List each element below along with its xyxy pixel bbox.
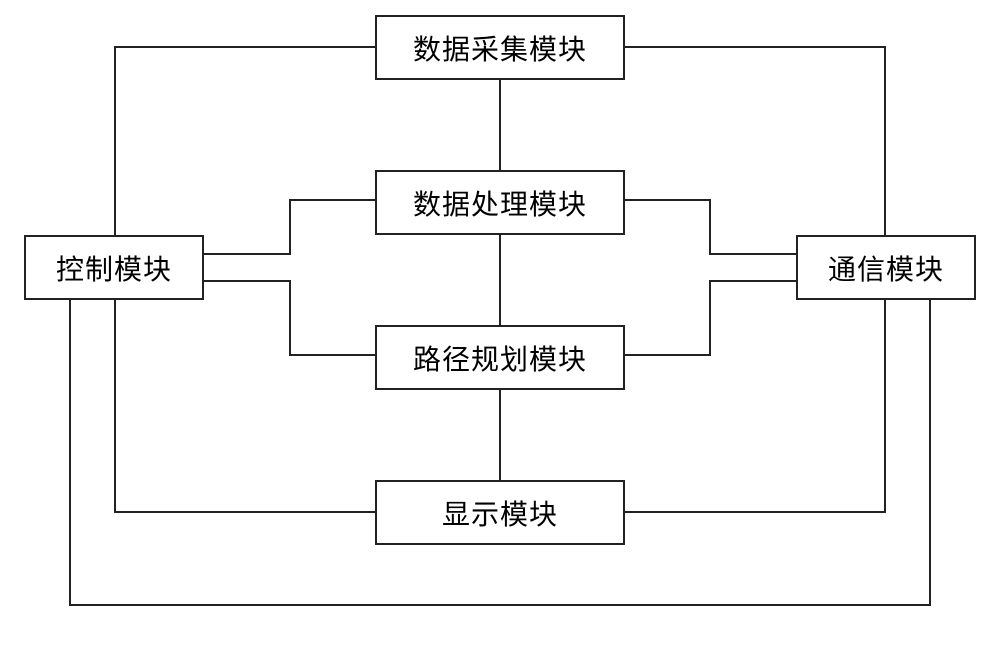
edge (204, 281, 375, 355)
node-label: 通信模块 (828, 248, 944, 288)
edge (625, 281, 796, 355)
node-label: 控制模块 (56, 248, 172, 288)
edge (625, 200, 796, 254)
edge (204, 200, 375, 254)
edge (625, 47, 885, 235)
node-data-processing: 数据处理模块 (375, 170, 625, 235)
node-label: 数据处理模块 (413, 183, 587, 223)
node-data-acquisition: 数据采集模块 (375, 15, 625, 80)
edge (625, 300, 885, 512)
edge (115, 300, 375, 512)
node-communication: 通信模块 (796, 235, 976, 300)
node-path-planning: 路径规划模块 (375, 325, 625, 390)
node-display: 显示模块 (375, 480, 625, 545)
node-control: 控制模块 (24, 235, 204, 300)
edge-layer (0, 0, 1000, 647)
node-label: 显示模块 (442, 493, 558, 533)
edge (115, 47, 375, 235)
node-label: 数据采集模块 (413, 28, 587, 68)
flowchart-diagram: 数据采集模块 数据处理模块 路径规划模块 显示模块 控制模块 通信模块 (0, 0, 1000, 647)
node-label: 路径规划模块 (413, 338, 587, 378)
